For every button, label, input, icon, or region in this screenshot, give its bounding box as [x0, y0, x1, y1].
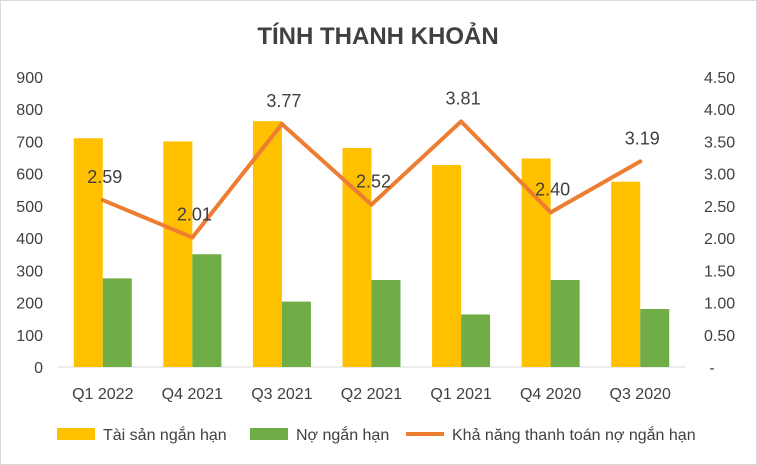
ratio-point [100, 198, 105, 203]
legend-label: Khả năng thanh toán nợ ngắn hạn [452, 425, 696, 444]
ratio-line-layer: 2.59 2.01 3.77 2.52 3.81 2.40 3.19 [87, 88, 660, 240]
right-tick-label: 1.50 [704, 263, 735, 280]
ratio-point [369, 202, 374, 207]
right-tick-label: 2.50 [704, 199, 735, 216]
bar-current-liabilities [371, 280, 401, 367]
bar-current-assets [73, 138, 103, 367]
bar-current-liabilities [281, 301, 311, 367]
left-tick-label: 800 [16, 102, 43, 119]
ratio-point [459, 119, 464, 124]
bars [73, 121, 670, 368]
chart-title: TÍNH THANH KHOẢN [257, 21, 498, 50]
ratio-data-label: 3.81 [446, 88, 481, 108]
ratio-data-label: 3.77 [266, 91, 301, 111]
legend-swatch [250, 428, 288, 440]
right-tick-label: 4.00 [704, 102, 735, 119]
x-tick-label: Q3 2021 [251, 386, 312, 403]
x-axis-ticks: Q1 2022 Q4 2021 Q3 2021 Q2 2021 Q1 2021 Q4 20… [72, 386, 671, 403]
ratio-data-label: 2.01 [177, 204, 212, 224]
bar-current-liabilities [640, 309, 670, 367]
bar-current-liabilities [102, 278, 132, 367]
x-tick-label: Q1 2021 [430, 386, 491, 403]
bar-current-assets [252, 121, 282, 368]
left-tick-label: 500 [16, 199, 43, 216]
left-tick-label: 600 [16, 167, 43, 184]
left-tick-label: 300 [16, 263, 43, 280]
ratio-point [279, 122, 284, 127]
left-axis-ticks: 0 100 200 300 400 500 600 700 800 900 [16, 70, 43, 377]
ratio-data-label: 2.52 [356, 172, 391, 192]
left-tick-label: 400 [16, 231, 43, 248]
bar-current-assets [432, 164, 462, 367]
bar-current-liabilities [192, 254, 222, 367]
x-tick-label: Q4 2021 [162, 386, 223, 403]
bar-current-assets [521, 158, 551, 367]
right-tick-label: 0.50 [704, 328, 735, 345]
bar-current-liabilities [550, 280, 580, 367]
x-tick-label: Q2 2021 [341, 386, 402, 403]
right-tick-label: - [709, 360, 714, 377]
right-tick-label: 2.00 [704, 231, 735, 248]
ratio-data-label: 2.40 [535, 179, 570, 199]
left-tick-label: 0 [34, 360, 43, 377]
x-tick-label: Q3 2020 [610, 386, 671, 403]
left-tick-label: 100 [16, 328, 43, 345]
left-tick-label: 200 [16, 296, 43, 313]
ratio-point [638, 159, 643, 164]
bar-current-assets [163, 141, 193, 367]
right-tick-label: 3.50 [704, 134, 735, 151]
ratio-point [190, 235, 195, 240]
left-tick-label: 700 [16, 134, 43, 151]
right-tick-label: 4.50 [704, 70, 735, 87]
legend-label: Tài sản ngắn hạn [103, 425, 227, 444]
left-tick-label: 900 [16, 70, 43, 87]
x-tick-label: Q1 2022 [72, 386, 133, 403]
x-tick-label: Q4 2020 [520, 386, 581, 403]
right-tick-label: 1.00 [704, 296, 735, 313]
ratio-data-label: 2.59 [87, 167, 122, 187]
right-tick-label: 3.00 [704, 167, 735, 184]
right-axis-ticks: - 0.50 1.00 1.50 2.00 2.50 3.00 3.50 4.00 4.50 [704, 70, 735, 377]
ratio-data-label: 3.19 [625, 128, 660, 148]
ratio-point [548, 210, 553, 215]
bar-current-liabilities [461, 314, 491, 367]
bar-current-assets [611, 181, 641, 367]
legend: Tài sản ngắn hạn Nợ ngắn hạn Khả năng than… [57, 425, 696, 444]
legend-label: Nợ ngắn hạn [296, 425, 389, 444]
legend-swatch [57, 428, 95, 440]
